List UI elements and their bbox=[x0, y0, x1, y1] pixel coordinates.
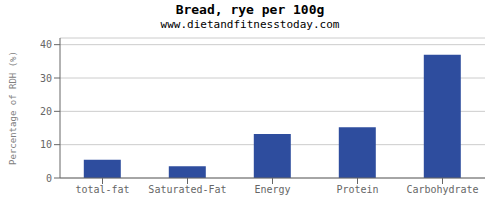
svg-text:20: 20 bbox=[40, 106, 52, 117]
svg-text:10: 10 bbox=[40, 139, 52, 150]
svg-text:0: 0 bbox=[46, 173, 52, 184]
svg-text:Saturated-Fat: Saturated-Fat bbox=[148, 184, 226, 195]
svg-text:Protein: Protein bbox=[336, 184, 378, 195]
html-text:Bread, rye per 100g: Bread, rye per 100g bbox=[175, 2, 325, 17]
svg-text:Percentage of RDH (%): Percentage of RDH (%) bbox=[8, 51, 18, 165]
svg-text:Carbohydrate: Carbohydrate bbox=[406, 184, 478, 195]
svg-text:40: 40 bbox=[40, 39, 52, 50]
svg-text:30: 30 bbox=[40, 73, 52, 84]
html-text:www.dietandfitnesstoday.com: www.dietandfitnesstoday.com bbox=[160, 18, 340, 31]
svg-text:Energy: Energy bbox=[254, 184, 290, 195]
svg-text:total-fat: total-fat bbox=[75, 184, 129, 195]
